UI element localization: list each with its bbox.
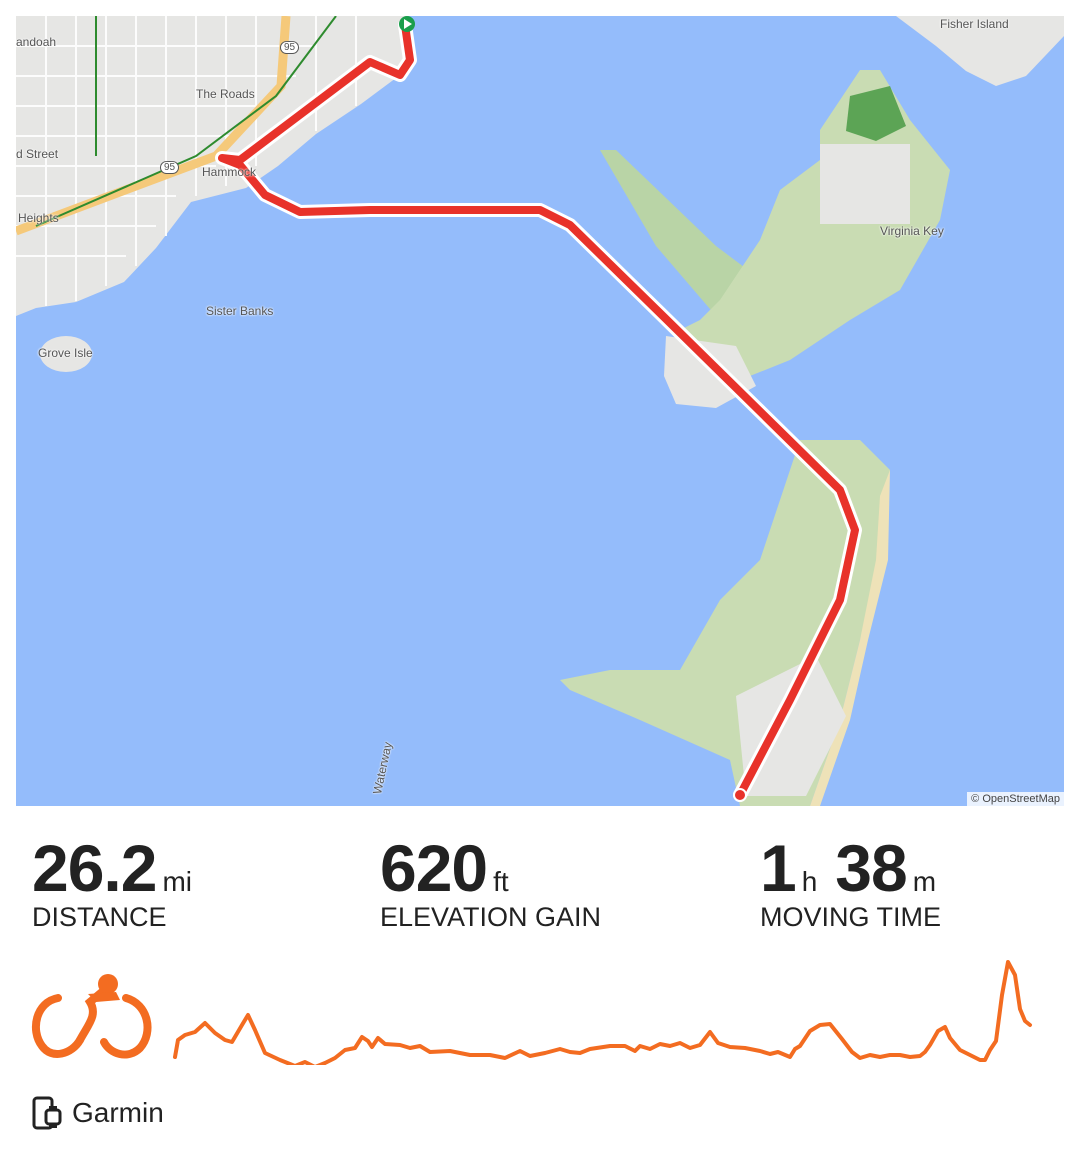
- hours-unit: h: [801, 866, 818, 897]
- map-label: Hammock: [202, 165, 257, 179]
- elevation-label: ELEVATION GAIN: [380, 902, 602, 932]
- virginia-key-development: [820, 144, 910, 224]
- map-label: Sister Banks: [206, 304, 274, 318]
- elevation-profile: [173, 960, 1032, 1065]
- grove-isle: [40, 336, 92, 372]
- device-info: Garmin: [32, 1096, 164, 1130]
- map-label: Fisher Island: [940, 17, 1009, 31]
- stat-elevation: 620 ft ELEVATION GAIN: [380, 830, 601, 933]
- map-canvas: [16, 16, 1064, 806]
- map-label: Grove Isle: [38, 346, 93, 360]
- minutes-value: 38: [835, 831, 907, 905]
- street-grid: [16, 16, 357, 306]
- hours-value: 1: [760, 831, 797, 905]
- start-marker[interactable]: [399, 16, 415, 32]
- route-line: [218, 21, 859, 799]
- minutes-unit: m: [912, 866, 937, 897]
- moving-time-label: MOVING TIME: [760, 902, 942, 932]
- distance-value: 26.2: [32, 831, 157, 905]
- device-name: Garmin: [72, 1097, 164, 1128]
- beach: [810, 470, 890, 806]
- map-attribution[interactable]: © OpenStreetMap: [967, 792, 1064, 806]
- stat-moving-time: 1 h 38 m MOVING TIME: [760, 830, 941, 933]
- virginia-key-spit: [600, 150, 776, 316]
- elevation-unit: ft: [493, 866, 509, 897]
- map-label: Heights: [18, 211, 59, 225]
- bike-path: [35, 16, 337, 227]
- elevation-value: 620: [380, 831, 488, 905]
- fisher-island: [896, 16, 1064, 86]
- highway-shield: 95: [280, 41, 300, 54]
- map-label: Virginia Key: [880, 224, 944, 238]
- cycling-icon: [31, 974, 152, 1059]
- map-label: d Street: [16, 147, 59, 161]
- distance-label: DISTANCE: [32, 902, 167, 932]
- device-watch-icon: [32, 1096, 62, 1130]
- distance-unit: mi: [162, 866, 193, 897]
- route-map[interactable]: Fisher Island andoah The Roads d Street …: [16, 16, 1064, 806]
- end-marker[interactable]: [733, 788, 747, 802]
- map-label: The Roads: [196, 87, 255, 101]
- map-label: andoah: [16, 35, 57, 49]
- stat-distance: 26.2 mi DISTANCE: [32, 830, 192, 933]
- highway-shield: 95: [160, 161, 180, 174]
